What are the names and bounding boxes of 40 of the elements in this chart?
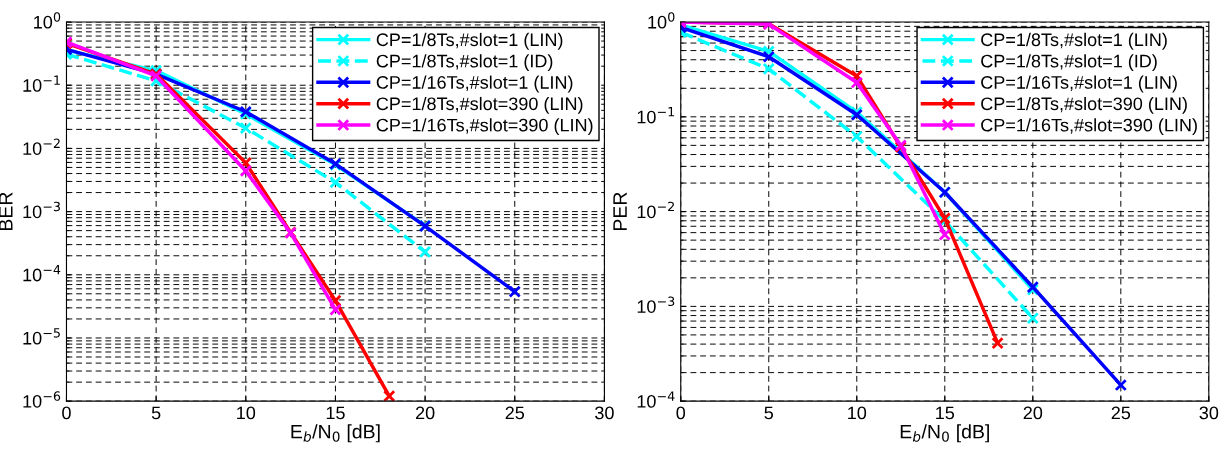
x-tick-label: 25 xyxy=(505,406,525,420)
y-tick-label: 10$^{−4}$ xyxy=(23,265,61,282)
x-tick-label: 15 xyxy=(326,406,345,420)
y-tick-label: 10$^{−2}$ xyxy=(637,201,674,219)
legend-label: CP=1/8Ts,#slot=1 (ID) xyxy=(376,54,553,72)
y-axis-title: BER xyxy=(0,192,13,230)
x-tick-label: 10 xyxy=(848,406,867,420)
x-tick-label: 15 xyxy=(936,406,955,420)
legend-label: CP=1/8Ts,#slot=390 (LIN) xyxy=(981,96,1187,114)
x-tick-label: 5 xyxy=(764,406,774,420)
x-tick-label: 10 xyxy=(237,406,256,420)
x-tick-label: 0 xyxy=(676,406,686,420)
x-tick-label: 5 xyxy=(151,406,161,420)
x-tick-label: 30 xyxy=(595,406,614,420)
legend-label: CP=1/8Ts,#slot=1 (LIN) xyxy=(981,32,1167,50)
y-tick-label: 10$^{−4}$ xyxy=(637,391,675,408)
x-tick-label: 20 xyxy=(415,406,435,420)
x-tick-label: 25 xyxy=(1111,406,1131,420)
legend-label: CP=1/16Ts,#slot=390 (LIN) xyxy=(981,118,1197,136)
x-tick-label: 20 xyxy=(1023,406,1043,420)
x-axis-title: E$_{b}$/N$_{0}$ [dB] xyxy=(900,424,989,443)
y-tick-label: 10$^{−6}$ xyxy=(23,391,61,408)
y-tick-label: 10$^{0}$ xyxy=(34,12,61,29)
legend-label: CP=1/8Ts,#slot=390 (LIN) xyxy=(376,96,583,114)
y-tick-label: 10$^{−1}$ xyxy=(23,75,60,92)
legend-label: CP=1/16Ts,#slot=1 (LIN) xyxy=(981,75,1177,93)
y-tick-label: 10$^{−5}$ xyxy=(23,328,60,345)
x-tick-label: 0 xyxy=(62,406,71,420)
legend-label: CP=1/16Ts,#slot=390 (LIN) xyxy=(376,118,593,136)
legend-label: CP=1/8Ts,#slot=1 (LIN) xyxy=(376,32,563,50)
y-tick-label: 10$^{0}$ xyxy=(648,12,675,29)
x-axis-title: E$_{b}$/N$_{0}$ [dB] xyxy=(291,424,380,443)
y-tick-label: 10$^{−2}$ xyxy=(23,138,60,155)
legend-label: CP=1/8Ts,#slot=1 (ID) xyxy=(981,54,1157,72)
y-tick-label: 10$^{−1}$ xyxy=(637,107,675,124)
y-axis-title: PER xyxy=(613,192,627,230)
legend-label: CP=1/16Ts,#slot=1 (LIN) xyxy=(376,75,573,93)
y-tick-label: 10$^{−3}$ xyxy=(23,201,60,219)
y-tick-label: 10$^{−3}$ xyxy=(637,296,675,313)
x-tick-label: 30 xyxy=(1199,406,1219,420)
